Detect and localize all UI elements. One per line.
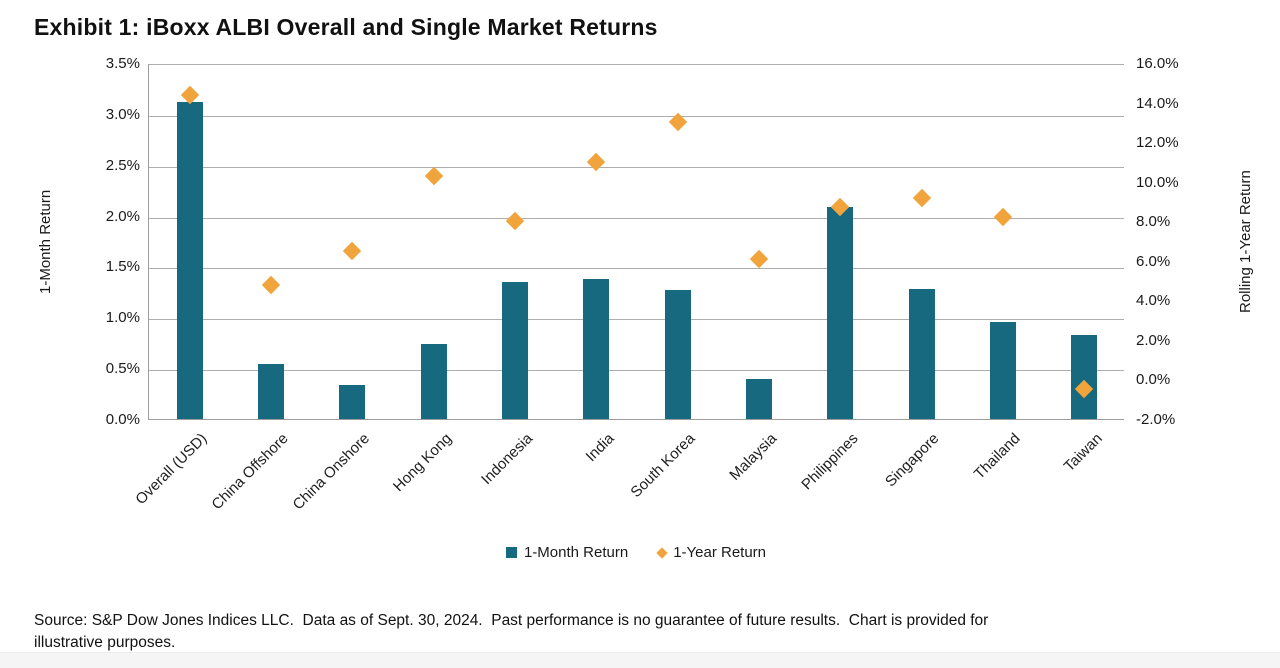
diamond-marker-thailand: [993, 208, 1013, 227]
diamond-marker-hong-kong: [424, 166, 443, 185]
category-label-philippines: Philippines: [798, 430, 862, 494]
square-swatch-icon: [505, 547, 517, 558]
legend-label: 1-Year Return: [673, 544, 767, 561]
gridline: [149, 370, 1124, 372]
left-axis-title: 1-Month Return: [37, 189, 54, 295]
bar-overall-usd: [176, 101, 203, 419]
gridline: [149, 115, 1124, 117]
left-axis-tick: 1.5%: [105, 258, 140, 276]
bar-india: [583, 278, 610, 419]
right-axis-tick: 14.0%: [1136, 94, 1179, 112]
left-axis-tick: 3.5%: [105, 55, 140, 72]
category-label-taiwan: Taiwan: [1060, 430, 1106, 476]
bar-thailand: [990, 322, 1016, 419]
bar-china-onshore: [339, 385, 366, 419]
left-axis-tick: 2.0%: [105, 207, 140, 225]
diamond-marker-india: [587, 152, 606, 172]
category-label-malaysia: Malaysia: [726, 430, 781, 484]
bar-malaysia: [746, 379, 772, 419]
left-axis-tick: 2.5%: [105, 156, 140, 174]
chart-title: Exhibit 1: iBoxx ALBI Overall and Single…: [34, 14, 658, 40]
diamond-marker-indonesia: [505, 212, 525, 231]
gridline: [149, 217, 1124, 219]
category-label-india: India: [582, 430, 618, 466]
diamond-marker-china-offshore: [261, 275, 281, 294]
diamond-swatch-icon: [656, 546, 668, 559]
bar-south-korea: [664, 289, 691, 419]
category-label-south-korea: South Korea: [627, 430, 699, 501]
category-label-overall-usd: Overall (USD): [132, 430, 211, 509]
left-axis-tick: 0.0%: [105, 411, 140, 428]
right-axis-tick: 16.0%: [1136, 55, 1179, 72]
gridline: [149, 268, 1124, 270]
left-axis-tick: 0.5%: [105, 360, 140, 378]
category-label-hong-kong: Hong Kong: [389, 430, 455, 496]
bar-hong-kong: [420, 343, 447, 419]
plot-area: [148, 64, 1124, 420]
source-note: Source: S&P Dow Jones Indices LLC. Data …: [34, 612, 989, 651]
right-axis-tick: 12.0%: [1136, 134, 1179, 152]
right-axis-tick: 4.0%: [1136, 292, 1171, 310]
diamond-marker-singapore: [912, 188, 931, 207]
diamond-marker-malaysia: [749, 249, 769, 269]
right-axis-title: Rolling 1-Year Return: [1237, 170, 1254, 314]
legend-item-1-year-return: 1-Year Return: [656, 544, 767, 561]
category-label-china-offshore: China Offshore: [208, 430, 293, 514]
legend-label: 1-Month Return: [523, 544, 629, 561]
chart-area: 1-Month Return Rolling 1-Year Return 3.5…: [37, 55, 1254, 561]
category-label-indonesia: Indonesia: [477, 430, 537, 489]
gridline: [149, 166, 1124, 168]
bar-indonesia: [502, 281, 528, 419]
category-label-china-onshore: China Onshore: [289, 430, 374, 514]
bar-philippines: [827, 207, 854, 419]
category-label-singapore: Singapore: [882, 430, 943, 491]
right-axis-tick: 10.0%: [1136, 173, 1179, 191]
right-axis-tick: -2.0%: [1136, 411, 1176, 428]
bar-china-offshore: [258, 364, 284, 419]
footer-strip: [0, 652, 1280, 668]
right-axis-tick: 2.0%: [1136, 331, 1171, 349]
bar-taiwan: [1071, 334, 1098, 419]
diamond-marker-china-onshore: [343, 241, 362, 261]
right-axis-tick: 0.0%: [1136, 371, 1171, 389]
right-axis-tick: 6.0%: [1136, 252, 1171, 270]
left-axis-tick: 3.0%: [105, 105, 140, 123]
legend: 1-Month Return 1-Year Return: [148, 544, 1124, 561]
category-label-thailand: Thailand: [971, 430, 1025, 483]
legend-item-1-month-return: 1-Month Return: [505, 544, 629, 561]
gridline: [149, 319, 1124, 321]
right-axis-tick: 8.0%: [1136, 213, 1171, 231]
left-axis-tick: 1.0%: [105, 309, 140, 327]
bar-singapore: [908, 288, 935, 419]
